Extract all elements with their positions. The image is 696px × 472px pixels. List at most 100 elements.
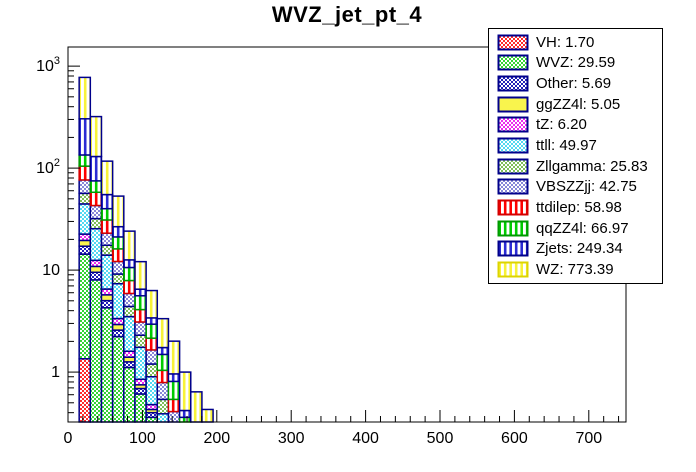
bar-segment-WZ: [178, 371, 192, 412]
bar-segment-Zllgamma: [89, 217, 103, 230]
legend-swatch-ttdilep: [497, 199, 529, 216]
x-tick-label: 500: [427, 430, 454, 447]
bar-segment-qqZZ4l: [134, 295, 147, 311]
bar-segment-Zllgamma: [111, 273, 125, 285]
legend-swatch-ttll: [497, 137, 529, 154]
bar-segment-Other: [100, 299, 114, 309]
legend-swatch-Other: [497, 75, 529, 92]
legend-item-qqZZ4l: qqZZ4l: 66.97: [489, 219, 662, 238]
y-tick-label: 1: [51, 364, 60, 381]
bar-segment-WVZ: [89, 279, 103, 423]
bar-segment-qqZZ4l: [123, 266, 136, 282]
bar-segment-ttdilep: [167, 398, 181, 413]
bar-segment-qqZZ4l: [89, 180, 103, 194]
histogram-bars: [78, 76, 214, 423]
bar-segment-WZ: [190, 391, 203, 423]
bar-segment-ggZZ4l: [111, 323, 125, 331]
legend-swatch-VH: [497, 34, 529, 51]
bar-segment-Zjets: [100, 193, 114, 210]
bar-segment-VBSZZjj: [78, 179, 92, 195]
x-tick-label: 0: [64, 430, 73, 447]
bar-segment-Zllgamma: [134, 334, 147, 349]
bar-segment-Zjets: [178, 409, 192, 419]
bar-segment-qqZZ4l: [111, 236, 125, 250]
bar-segment-Zjets: [167, 373, 181, 383]
bar-segment-WZ: [167, 340, 181, 375]
bar-segment-ttdilep: [111, 248, 125, 263]
bar-segment-tZ: [78, 233, 92, 242]
legend: VH: 1.70 WVZ: 29.59 Other: 5.69 ggZZ4l: 5.0…: [488, 28, 663, 284]
legend-label: tZ: 6.20: [536, 116, 587, 134]
bar-segment-Other: [134, 387, 147, 395]
legend-item-Zjets: Zjets: 249.34: [489, 239, 662, 258]
bar-segment-Other: [111, 329, 125, 338]
bar-segment-Other: [123, 361, 136, 369]
legend-label: Zllgamma: 25.83: [536, 157, 648, 175]
bar-segment-WZ: [123, 230, 136, 261]
bar-segment-ttdilep: [145, 337, 159, 351]
bar-segment-tZ: [123, 350, 136, 358]
bar-segment-VBSZZjj: [145, 349, 159, 365]
legend-swatch-tZ: [497, 116, 529, 133]
legend-swatch-qqZZ4l: [497, 220, 529, 237]
y-tick-label: 103: [36, 55, 60, 75]
bar-segment-ttll: [156, 413, 170, 423]
bar-segment-WZ: [89, 115, 103, 158]
bar-segment-tZ: [100, 288, 114, 296]
legend-label: VH: 1.70: [536, 33, 595, 51]
bar-segment-VBSZZjj: [123, 292, 136, 308]
bar-segment-VH: [78, 358, 92, 423]
bar-segment-Zjets: [145, 317, 159, 325]
bar-segment-tZ: [134, 378, 147, 386]
bar-segment-qqZZ4l: [167, 380, 181, 401]
bar-segment-WZ: [78, 76, 92, 120]
bar-segment-Zjets: [134, 288, 147, 297]
legend-item-tZ: tZ: 6.20: [489, 115, 662, 134]
bar-segment-VBSZZjj: [156, 381, 170, 401]
x-tick-label: 200: [203, 430, 230, 447]
bar-segment-WVZ: [134, 393, 147, 423]
x-tick-label: 600: [501, 430, 528, 447]
bar-segment-ggZZ4l: [89, 265, 103, 274]
bar-segment-Zllgamma: [78, 192, 92, 205]
bar-segment-ttdilep: [89, 191, 103, 207]
bar-segment-WZ: [145, 289, 159, 319]
bar-segment-Zllgamma: [100, 244, 114, 256]
y-tick-label: 102: [36, 157, 60, 177]
bar-segment-WVZ: [78, 253, 92, 360]
legend-label: Other: 5.69: [536, 75, 612, 93]
bar-segment-qqZZ4l: [145, 323, 159, 339]
bar-segment-ttll: [145, 375, 159, 406]
legend-item-ttdilep: ttdilep: 58.98: [489, 198, 662, 217]
bar-segment-ttdilep: [156, 369, 170, 384]
y-axis: 1 10 102 103: [36, 55, 80, 414]
bar-segment-Zllgamma: [156, 398, 170, 415]
bar-segment-Zllgamma: [123, 305, 136, 318]
x-tick-label: 100: [129, 430, 156, 447]
legend-item-Zllgamma: Zllgamma: 25.83: [489, 157, 662, 176]
legend-item-ttll: ttll: 49.97: [489, 136, 662, 155]
bar-segment-VBSZZjj: [167, 410, 181, 423]
bar-segment-qqZZ4l: [100, 207, 114, 221]
legend-label: ttdilep: 58.98: [536, 199, 622, 217]
bar-segment-VBSZZjj: [89, 204, 103, 220]
legend-label: WVZ: 29.59: [536, 54, 616, 72]
bar-segment-ttll: [78, 203, 92, 235]
bar-segment-tZ: [111, 317, 125, 326]
bar-segment-WVZ: [123, 366, 136, 423]
bar-segment-ttll: [134, 346, 147, 381]
legend-swatch-VBSZZjj: [497, 178, 529, 195]
bar-segment-WZ: [134, 260, 147, 290]
legend-item-Other: Other: 5.69: [489, 74, 662, 93]
x-axis: 0 100 200 300 400 500 600 700: [64, 410, 620, 447]
legend-swatch-WVZ: [497, 54, 529, 71]
bar-segment-VBSZZjj: [100, 232, 114, 247]
bar-segment-Other: [78, 245, 92, 255]
bar-segment-ggZZ4l: [100, 294, 114, 302]
bar-segment-qqZZ4l: [78, 154, 92, 167]
bar-segment-Zjets: [89, 155, 103, 182]
bar-segment-ggZZ4l: [78, 239, 92, 247]
legend-label: qqZZ4l: 66.97: [536, 219, 629, 237]
